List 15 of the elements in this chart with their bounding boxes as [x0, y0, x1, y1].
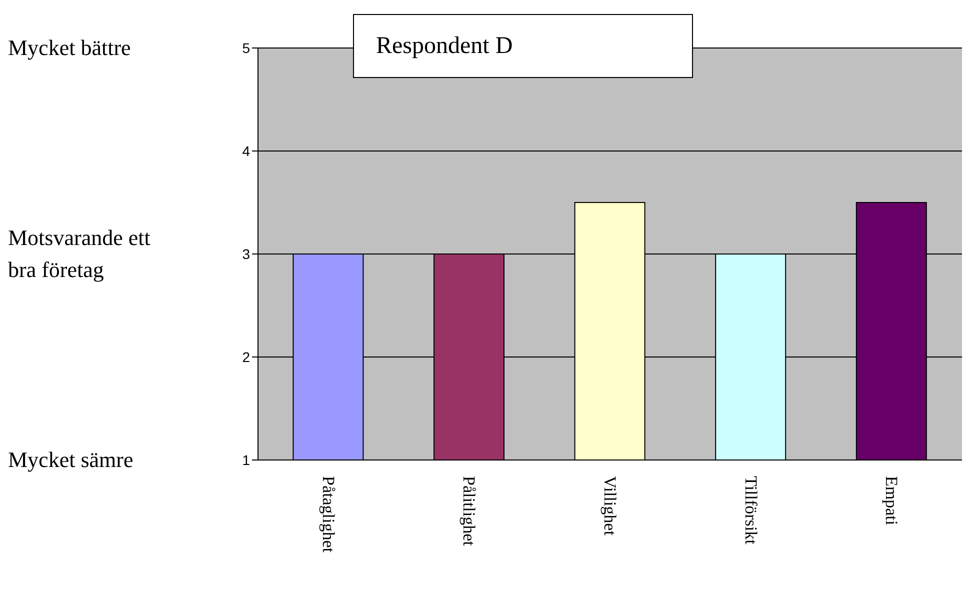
y-tick-label: 4	[242, 142, 250, 159]
title-box: Respondent D	[353, 14, 693, 78]
text: Motsvarande ett bra företag	[8, 224, 152, 284]
x-tick-label: Tillförsikt	[741, 476, 760, 545]
y-tick-label: 1	[242, 452, 250, 468]
x-tick-label: Påtaglighet	[318, 476, 338, 553]
x-tick-label: Pålitlighet	[460, 476, 479, 546]
y-tick-label: 3	[242, 246, 250, 262]
x-tick-label: Empati	[882, 476, 902, 526]
text: Mycket sämre	[8, 446, 134, 474]
x-tick-label: Villighet	[600, 476, 620, 536]
text: Mycket bättre	[8, 34, 132, 62]
y-tick-label: 2	[242, 348, 250, 365]
y-tick-label: 5	[242, 40, 250, 56]
chart-title: Respondent D	[376, 32, 513, 60]
